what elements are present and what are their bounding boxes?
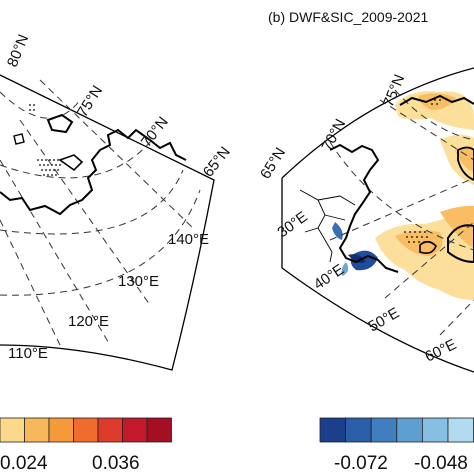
colorbar-left-cell-1 [24,417,50,443]
colorbar-right-cell-0 [319,417,347,443]
lon-label-130e-a: 130°E [118,273,159,290]
colorbar-right-cell-5 [447,417,474,443]
island-b3 [457,146,474,181]
latitude-gridlines-b [329,89,474,251]
latitude-gridlines-a [0,91,201,296]
island-a1 [46,113,74,134]
longitude-gridlines-a [0,79,196,346]
island-a2 [58,154,84,172]
panel-b-title: (b) DWF&SIC_2009-2021 [268,9,429,25]
colorbar-right: -0.072 -0.048 [319,417,474,474]
coastline-b-east [399,94,474,106]
lat-label-75n-a: 75°N [74,83,106,120]
lon-label-30e-b: 30°E [274,208,310,241]
colorbar-right-cell-3 [396,417,423,443]
country-borders-b [299,189,356,263]
significance-stipple-b [404,99,441,243]
colorbar-left-tick-1: 0.036 [92,453,140,474]
significance-stipple-a [29,104,61,176]
colorbar-right-tick-1: -0.048 [414,453,468,474]
map-panel-a: 80°N 75°N 70°N 65°N 140°E 130°E 120°E 11… [0,32,234,371]
lat-label-65n-a: 65°N [200,144,234,181]
colorbar-left-cell-0 [0,417,25,443]
lon-label-110e-a: 110°E [8,345,48,362]
island-b1 [447,224,474,264]
map-frame-b [281,67,474,373]
colorbar-left-tick-0: 0.024 [0,453,48,474]
colorbar-left: 0.024 0.036 [0,417,172,474]
colorbar-left-cell-4 [97,417,123,443]
colorbar-right-cell-4 [421,417,449,443]
lon-label-40e-b: 40°E [311,261,348,293]
colorbar-left-cell-5 [122,417,148,443]
colorbar-right-tick-0: -0.072 [334,453,388,474]
map-frame-a [0,74,215,371]
island-a3 [13,133,25,145]
longitude-gridlines-b [329,99,474,336]
lon-label-50e-b: 50°E [366,304,403,335]
coastline-b [329,143,399,273]
lat-label-80n-a: 80°N [4,32,32,69]
colorbar-right-cell-1 [345,417,372,443]
island-b2 [419,240,437,254]
colorbar-left-cell-2 [48,417,74,443]
anomaly-fill-b [332,91,474,300]
colorbar-right-cell-2 [370,417,398,443]
lon-label-120e-a: 120°E [68,313,109,330]
lon-label-140e-a: 140°E [168,231,209,248]
lon-label-60e-b: 60°E [422,336,459,366]
colorbar-left-cell-6 [146,417,172,443]
map-panel-b: 75°N 70°N 65°N 30°E 40°E 50°E 60°E [257,67,474,373]
coastline-a [0,128,187,216]
colorbar-left-cell-3 [73,417,99,443]
